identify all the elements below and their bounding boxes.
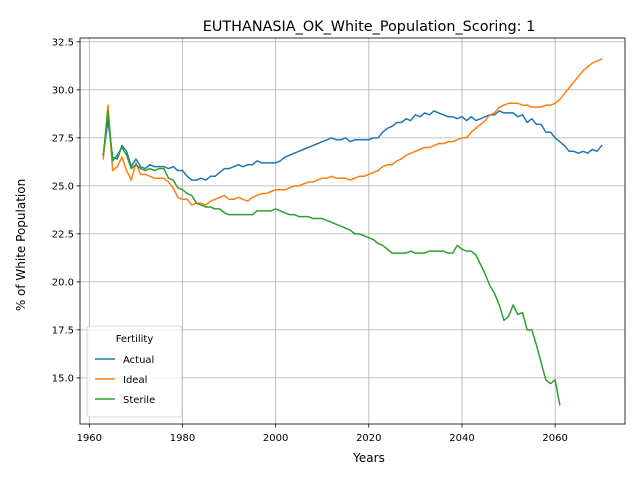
plot-frame (79, 37, 626, 425)
series-line-ideal (102, 58, 603, 206)
chart-title: EUTHANASIA_OK_White_Population_Scoring: … (203, 19, 536, 35)
series-line-actual (102, 110, 603, 181)
legend-label-actual: Actual (123, 355, 154, 366)
legend-label-ideal: Ideal (123, 375, 147, 386)
y-axis-label: % of White Population (14, 179, 28, 311)
legend-title: Fertility (116, 334, 154, 345)
y-tick-label: 15.0 (52, 374, 74, 385)
legend-label-sterile: Sterile (123, 395, 155, 406)
legend-box (86, 325, 183, 418)
y-tick-label: 32.5 (52, 37, 74, 48)
x-tick-label: 2060 (542, 433, 567, 444)
x-axis-label: Years (352, 451, 385, 465)
x-tick-label: 2020 (356, 433, 381, 444)
x-tick-label: 1980 (170, 433, 195, 444)
x-axis: 1960 1980 2000 2020 2040 2060 (77, 424, 568, 444)
series-line-sterile (102, 110, 561, 406)
x-tick-label: 2040 (449, 433, 474, 444)
x-tick-label: 1960 (77, 433, 102, 444)
y-tick-label: 20.0 (52, 277, 74, 288)
series-lines (102, 58, 603, 406)
x-tick-label: 2000 (263, 433, 288, 444)
y-tick-label: 30.0 (52, 85, 74, 96)
y-tick-label: 17.5 (52, 326, 74, 337)
legend: Fertility Actual Ideal Sterile (86, 325, 183, 418)
y-tick-label: 25.0 (52, 181, 74, 192)
y-axis: 15.0 17.5 20.0 22.5 25.0 27.5 30.0 32.5 (52, 37, 80, 385)
y-tick-label: 22.5 (52, 229, 74, 240)
y-tick-label: 27.5 (52, 133, 74, 144)
